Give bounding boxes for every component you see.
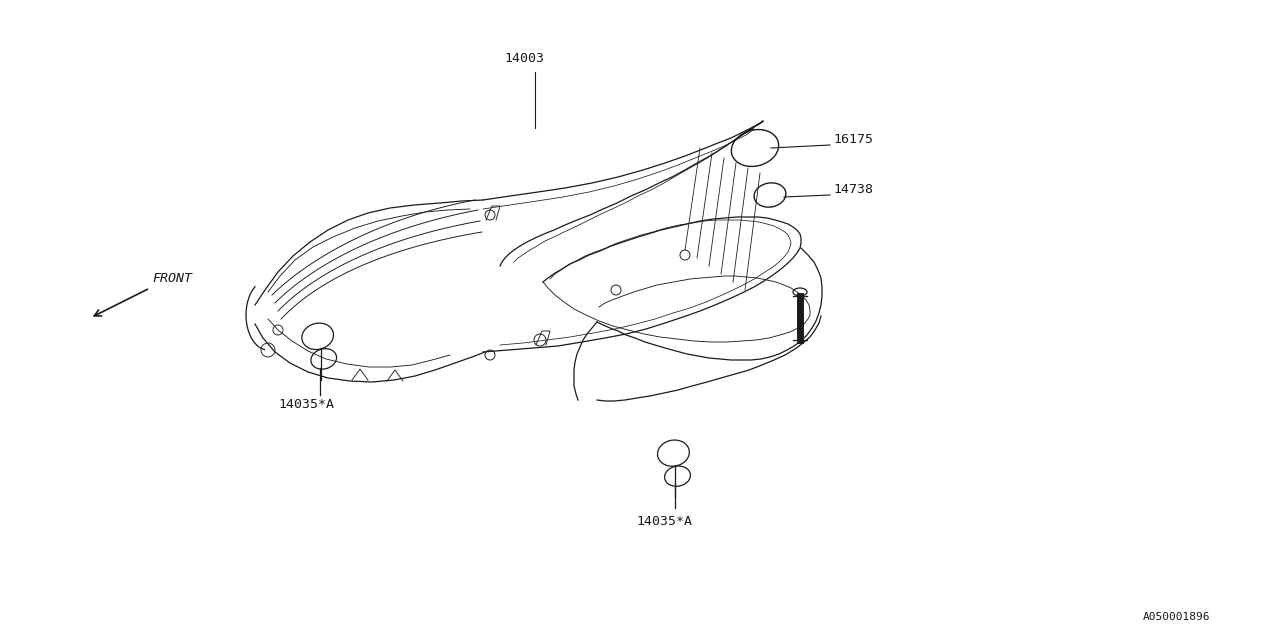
Text: 14738: 14738 <box>833 183 873 196</box>
Text: FRONT: FRONT <box>152 272 192 285</box>
Text: 16175: 16175 <box>833 133 873 146</box>
Text: A050001896: A050001896 <box>1143 612 1210 622</box>
Text: 14003: 14003 <box>504 52 544 65</box>
Text: 14035*A: 14035*A <box>636 515 692 528</box>
Text: 14035*A: 14035*A <box>278 398 334 411</box>
